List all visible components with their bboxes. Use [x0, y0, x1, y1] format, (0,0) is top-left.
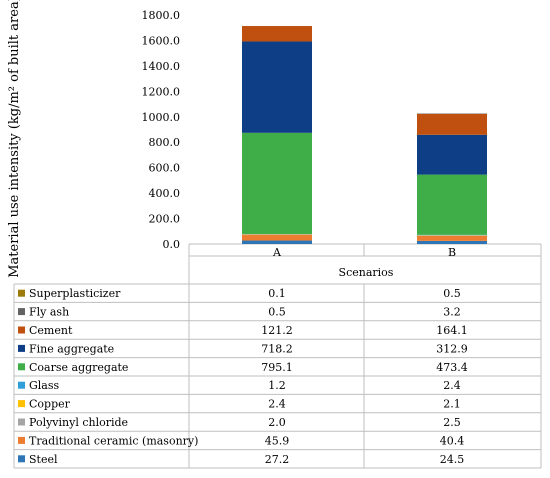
legend-entry: Superplasticizer	[29, 287, 121, 300]
data-label: 40.4	[440, 434, 465, 447]
legend-swatch	[18, 363, 25, 370]
bar-segment	[417, 241, 487, 244]
data-label: 1.2	[268, 379, 286, 392]
data-label: 795.1	[261, 361, 293, 374]
legend-entry: Coarse aggregate	[29, 361, 128, 374]
legend-swatch	[18, 382, 25, 389]
legend-swatch	[18, 327, 25, 334]
bar-segment	[242, 241, 312, 244]
legend-entry: Glass	[29, 379, 60, 392]
data-label: 473.4	[436, 361, 468, 374]
legend-swatch	[18, 345, 25, 352]
data-label: 164.1	[436, 324, 468, 337]
bar-segment	[242, 235, 312, 241]
y-tick-label: 1800.0	[142, 9, 181, 22]
y-tick-label: 0.0	[163, 238, 181, 251]
category-label: A	[272, 246, 282, 259]
data-label: 2.4	[268, 398, 286, 411]
legend-swatch	[18, 437, 25, 444]
legend-swatch	[18, 400, 25, 407]
data-label: 2.0	[268, 416, 286, 429]
legend-entry: Copper	[29, 398, 71, 411]
bar-segment	[242, 133, 312, 234]
bar-segment	[417, 175, 487, 235]
y-tick-label: 1000.0	[142, 111, 181, 124]
data-label: 312.9	[436, 342, 468, 355]
bar-segment	[417, 236, 487, 241]
category-label: B	[448, 246, 456, 259]
legend-swatch	[18, 419, 25, 426]
bars	[242, 26, 487, 244]
y-axis-ticks: 0.0 200.0 400.0 600.0 800.0 1000.0 1200.0 1400.…	[142, 9, 181, 251]
data-label: 718.2	[261, 342, 293, 355]
y-tick-label: 800.0	[149, 136, 181, 149]
data-label: 121.2	[261, 324, 293, 337]
legend-entry: Fine aggregate	[29, 342, 114, 355]
y-tick-label: 1400.0	[142, 60, 181, 73]
legend-swatch	[18, 290, 25, 297]
data-label: 0.1	[268, 287, 286, 300]
data-label: 2.5	[443, 416, 461, 429]
legend-swatch	[18, 455, 25, 462]
data-label: 0.5	[268, 306, 286, 319]
y-tick-label: 1200.0	[142, 85, 181, 98]
data-label: 45.9	[265, 434, 290, 447]
data-label: 3.2	[443, 306, 461, 319]
x-axis-title: Scenarios	[339, 266, 394, 279]
data-label: 0.5	[443, 287, 461, 300]
legend-entry: Cement	[29, 324, 73, 337]
y-tick-label: 200.0	[149, 213, 181, 226]
legend-entry: Fly ash	[29, 306, 69, 319]
y-tick-label: 1600.0	[142, 34, 181, 47]
y-tick-label: 600.0	[149, 162, 181, 175]
legend-swatch	[18, 308, 25, 315]
bar-segment	[242, 26, 312, 41]
bar-segment	[417, 135, 487, 175]
legend-entry: Polyvinyl chloride	[29, 416, 128, 429]
y-axis-title: Material use intensity (kg/m² of built a…	[7, 0, 22, 278]
data-label: 2.4	[443, 379, 461, 392]
data-label: 2.1	[443, 398, 461, 411]
bar-segment	[417, 114, 487, 135]
legend-entry: Traditional ceramic (masonry)	[29, 434, 198, 447]
bar-segment	[242, 41, 312, 132]
legend-entry: Steel	[29, 453, 58, 466]
data-label: 24.5	[440, 453, 465, 466]
y-tick-label: 400.0	[149, 187, 181, 200]
data-label: 27.2	[265, 453, 290, 466]
